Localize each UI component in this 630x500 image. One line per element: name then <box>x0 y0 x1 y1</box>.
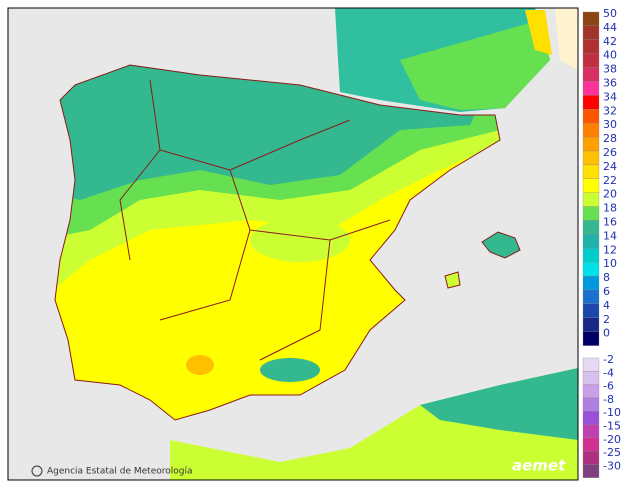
legend-label: 36 <box>603 77 617 90</box>
legend-label: 24 <box>603 160 617 173</box>
legend-swatch <box>582 397 600 412</box>
legend-swatch <box>582 384 600 399</box>
legend-label: 14 <box>603 229 617 242</box>
legend-swatch <box>582 411 600 425</box>
legend-label: -10 <box>603 406 621 419</box>
legend-label: 8 <box>603 271 610 284</box>
credit: Agencia Estatal de Meteorología <box>47 467 193 477</box>
legend-swatch <box>582 178 600 193</box>
legend-label: 10 <box>603 257 617 270</box>
legend-swatch <box>582 317 600 332</box>
legend-swatch <box>582 371 600 385</box>
legend-swatch <box>582 450 600 465</box>
france-south <box>400 20 550 110</box>
legend-label: 12 <box>603 243 617 256</box>
legend-swatch <box>582 289 600 305</box>
legend-swatch <box>582 357 600 372</box>
legend-label: -4 <box>603 366 614 379</box>
legend-label: 0 <box>603 327 610 340</box>
france-east <box>525 10 552 55</box>
legend-swatch <box>582 206 600 221</box>
legend-label: -6 <box>603 380 614 393</box>
legend-label: 28 <box>603 132 617 145</box>
ibiza <box>444 271 461 289</box>
legend-swatch <box>582 437 600 452</box>
legend-label: -8 <box>603 393 614 406</box>
legend-label: 22 <box>603 174 617 187</box>
legend-swatch <box>582 275 600 291</box>
logo: aemet <box>512 457 566 475</box>
legend-swatch <box>582 464 600 478</box>
legend-swatch <box>582 25 600 40</box>
legend-label: 6 <box>603 285 610 298</box>
legend-label: -25 <box>603 446 621 459</box>
legend-label: 30 <box>603 118 617 131</box>
legend-label: -2 <box>603 353 614 366</box>
legend-swatch <box>582 67 600 82</box>
legend-label: 40 <box>603 49 617 62</box>
legend-swatch <box>582 234 600 249</box>
legend-swatch <box>582 220 600 235</box>
legend-label: 20 <box>603 188 617 201</box>
legend-swatch <box>582 192 600 207</box>
legend-swatch <box>582 424 600 438</box>
legend-label: 42 <box>603 35 617 48</box>
africa-north <box>420 368 578 440</box>
legend-swatch <box>582 109 600 124</box>
legend-swatch <box>582 39 600 54</box>
legend-swatch <box>582 331 600 346</box>
legend-swatch <box>582 164 600 179</box>
legend-swatch <box>582 303 600 318</box>
land <box>555 8 578 70</box>
map-border <box>7 7 579 481</box>
legend-label: 34 <box>603 90 617 103</box>
legend-label: 44 <box>603 21 617 34</box>
legend-label: -15 <box>603 420 621 433</box>
coast <box>54 64 501 421</box>
legend-swatch <box>582 262 600 277</box>
legend-label: 16 <box>603 216 617 229</box>
legend-label: -20 <box>603 433 621 446</box>
legend-label: 38 <box>603 63 617 76</box>
legend-swatch <box>582 123 600 138</box>
legend-swatch <box>582 150 600 166</box>
legend-swatch <box>582 136 600 152</box>
mallorca <box>481 231 521 259</box>
copyright-icon <box>31 465 43 477</box>
legend-label: 2 <box>603 313 610 326</box>
legend-label: 32 <box>603 104 617 117</box>
legend-label: -30 <box>603 459 621 472</box>
legend-swatch <box>582 81 600 96</box>
legend-label: 50 <box>603 7 617 20</box>
legend-swatch <box>582 11 600 27</box>
legend-swatch <box>582 95 600 110</box>
legend-swatch <box>582 248 600 263</box>
legend-label: 18 <box>603 202 617 215</box>
legend-label: 4 <box>603 299 610 312</box>
legend-swatch <box>582 53 600 68</box>
legend-label: 26 <box>603 146 617 159</box>
